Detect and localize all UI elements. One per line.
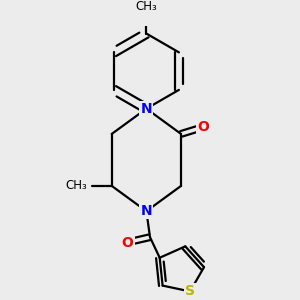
Text: CH₃: CH₃ [65, 179, 87, 192]
Text: N: N [141, 204, 152, 218]
Text: CH₃: CH₃ [136, 0, 157, 13]
Text: O: O [122, 236, 134, 250]
Text: O: O [197, 120, 209, 134]
Text: N: N [141, 102, 152, 116]
Text: S: S [185, 284, 195, 298]
